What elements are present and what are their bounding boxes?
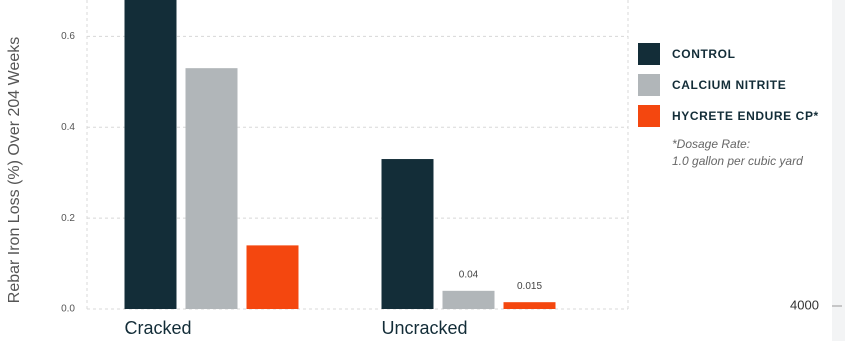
bar (442, 290, 495, 309)
bar (185, 68, 238, 309)
bar (381, 159, 434, 309)
data-label: 0.04 (459, 269, 479, 280)
x-tick-label: Cracked (125, 318, 192, 338)
legend-label: CONTROL (672, 47, 736, 61)
y-tick-label: 0.4 (61, 122, 75, 133)
y-axis-title: Rebar Iron Loss (%) Over 204 Weeks (6, 37, 23, 303)
y-tick-label: 0.0 (61, 304, 75, 315)
bar (246, 245, 299, 309)
bar (124, 0, 177, 310)
side-panel (832, 0, 845, 341)
side-label: 4000 (790, 297, 819, 312)
legend-label: HYCRETE ENDURE CP* (672, 109, 819, 123)
note: *Dosage Rate: (672, 137, 750, 151)
x-tick-label: Uncracked (382, 318, 468, 338)
note: 1.0 gallon per cubic yard (672, 154, 803, 168)
legend-label: CALCIUM NITRITE (672, 78, 786, 92)
bar (503, 302, 556, 309)
legend-swatch (638, 74, 660, 96)
data-label: 0.015 (517, 281, 542, 292)
y-tick-label: 0.6 (61, 31, 75, 42)
y-tick-label: 0.2 (61, 213, 75, 224)
legend-swatch (638, 105, 660, 127)
legend-swatch (638, 43, 660, 65)
